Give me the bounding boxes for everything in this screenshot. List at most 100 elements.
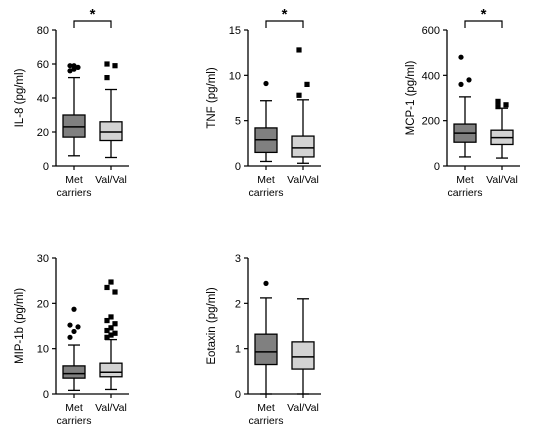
significance-bracket	[265, 20, 304, 28]
y-axis-title: IL-8 (pg/ml)	[14, 68, 26, 127]
category-label: Met	[456, 174, 474, 186]
outlier-point	[67, 322, 73, 328]
y-axis-title: MIP-1b (pg/ml)	[14, 288, 26, 364]
outlier-point	[458, 54, 464, 60]
category-label: Met	[65, 402, 83, 414]
category-label: Val/Val	[287, 402, 319, 414]
iqr-box	[254, 333, 278, 366]
category-label: carriers	[248, 415, 283, 427]
category-label: Val/Val	[95, 402, 127, 414]
category-label: Val/Val	[287, 174, 319, 186]
category-label: Met	[65, 174, 83, 186]
outlier-point	[104, 327, 110, 334]
y-tick-label: 5	[235, 116, 241, 128]
outlier-point	[458, 81, 464, 87]
box-group	[453, 54, 477, 158]
category-label: Met	[257, 174, 275, 186]
category-label: Val/Val	[95, 174, 127, 186]
outlier-point	[296, 92, 302, 98]
iqr-box	[62, 114, 86, 138]
outlier-point	[104, 334, 110, 340]
y-tick-label: 200	[422, 116, 440, 128]
y-tick-label: 600	[422, 25, 440, 37]
box-group	[99, 279, 123, 391]
category-label: Met	[257, 402, 275, 414]
outlier-point	[296, 47, 302, 53]
significance-bracket	[464, 20, 503, 28]
box-group	[62, 306, 86, 392]
y-tick-label: 3	[235, 253, 241, 265]
box-group	[291, 298, 315, 395]
category-label: carriers	[447, 187, 482, 199]
box-group	[254, 280, 278, 395]
y-axis-title: TNF (pg/ml)	[206, 67, 218, 129]
iqr-box	[99, 362, 123, 378]
y-axis-title: MCP-1 (pg/ml)	[405, 60, 417, 135]
outlier-point	[466, 77, 472, 83]
y-tick-label: 80	[37, 25, 49, 37]
outlier-point	[104, 61, 110, 67]
outlier-point	[263, 280, 269, 286]
box-group	[291, 47, 315, 164]
outlier-point	[112, 289, 118, 295]
outlier-point	[112, 330, 118, 336]
y-tick-label: 0	[235, 161, 241, 173]
outlier-point	[75, 324, 81, 330]
outlier-point	[495, 104, 501, 110]
outlier-point	[263, 80, 269, 87]
iqr-box	[291, 135, 315, 158]
outlier-point	[71, 306, 77, 312]
y-tick-label: 20	[37, 127, 49, 139]
outlier-point	[108, 314, 114, 320]
significance-star: *	[90, 6, 96, 23]
outlier-point	[71, 63, 77, 69]
box-group	[62, 63, 86, 157]
y-tick-label: 2	[235, 298, 241, 310]
box-group	[490, 98, 514, 159]
significance-star: *	[481, 6, 487, 23]
outlier-point	[304, 81, 310, 87]
y-tick-label: 400	[422, 70, 440, 82]
outlier-point	[104, 317, 110, 324]
category-label: carriers	[248, 187, 283, 199]
outlier-point	[67, 334, 73, 340]
box-group	[254, 80, 278, 163]
category-label: Val/Val	[486, 174, 518, 186]
iqr-box	[291, 341, 315, 370]
category-label: carriers	[56, 187, 91, 199]
iqr-box	[99, 121, 123, 142]
y-tick-label: 30	[37, 253, 49, 265]
outlier-point	[108, 279, 114, 285]
outlier-point	[112, 321, 118, 327]
significance-star: *	[282, 6, 288, 23]
y-tick-label: 0	[434, 161, 440, 173]
outlier-point	[75, 64, 81, 70]
y-tick-label: 20	[37, 298, 49, 310]
outlier-point	[104, 284, 110, 291]
y-tick-label: 10	[229, 70, 241, 82]
y-tick-label: 40	[37, 93, 49, 105]
y-tick-label: 15	[229, 25, 241, 37]
outlier-point	[495, 98, 501, 104]
iqr-box	[62, 365, 86, 379]
y-tick-label: 0	[235, 389, 241, 401]
outlier-point	[112, 63, 118, 69]
outlier-point	[108, 332, 114, 338]
y-tick-label: 10	[37, 344, 49, 356]
y-tick-label: 0	[43, 161, 49, 173]
outlier-point	[67, 63, 73, 69]
outlier-point	[104, 75, 110, 81]
outlier-point	[108, 325, 114, 331]
category-label: carriers	[56, 415, 91, 427]
y-tick-label: 1	[235, 344, 241, 356]
y-tick-label: 0	[43, 389, 49, 401]
outlier-point	[71, 328, 77, 335]
y-tick-label: 60	[37, 59, 49, 71]
outlier-point	[503, 102, 509, 108]
